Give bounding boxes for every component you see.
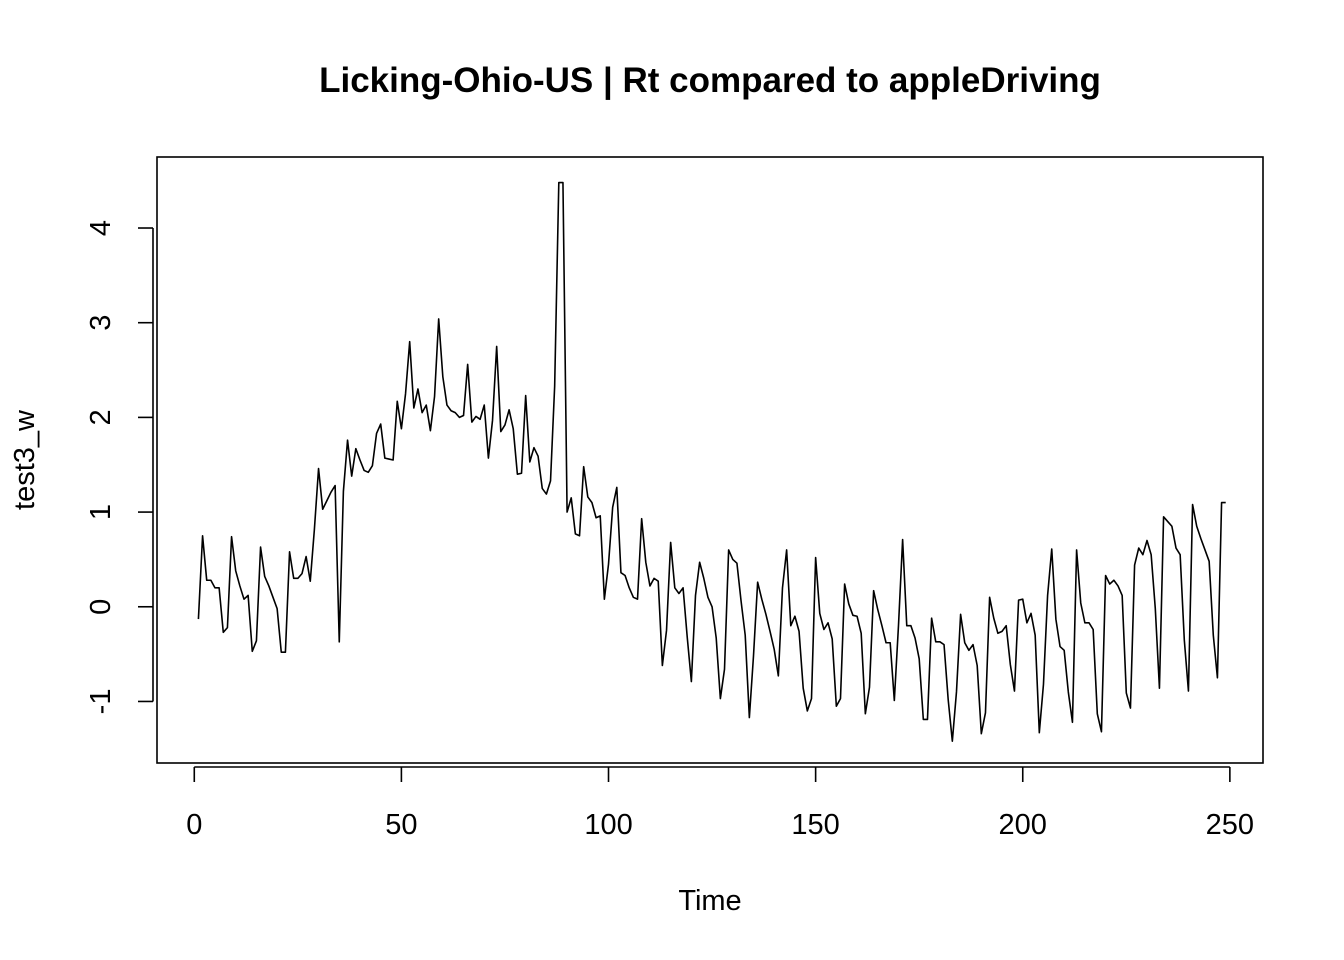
series-line [197,181,1226,743]
x-tick-label: 0 [186,809,202,841]
x-tick-label: 200 [999,809,1047,841]
x-axis: 0 50 100 150 200 250 [186,766,1254,841]
y-tick-label: 1 [85,504,117,520]
x-tick-label: 250 [1206,809,1254,841]
y-tick-label: 4 [85,220,117,236]
y-tick-label: 2 [85,409,117,425]
x-tick-label: 100 [584,809,632,841]
y-axis: -1 0 1 2 3 4 [85,220,154,715]
x-tick-label: 50 [385,809,417,841]
y-tick-label: 3 [85,315,117,331]
plot-frame [156,156,1264,764]
y-tick-label: -1 [85,689,117,715]
x-tick-label: 150 [791,809,839,841]
x-axis-label: Time [678,885,741,917]
y-axis-label: test3_w [9,409,41,510]
series-group [197,181,1226,743]
y-tick-label: 0 [85,599,117,615]
chart-title: Licking-Ohio-US | Rt compared to appleDr… [319,61,1101,100]
